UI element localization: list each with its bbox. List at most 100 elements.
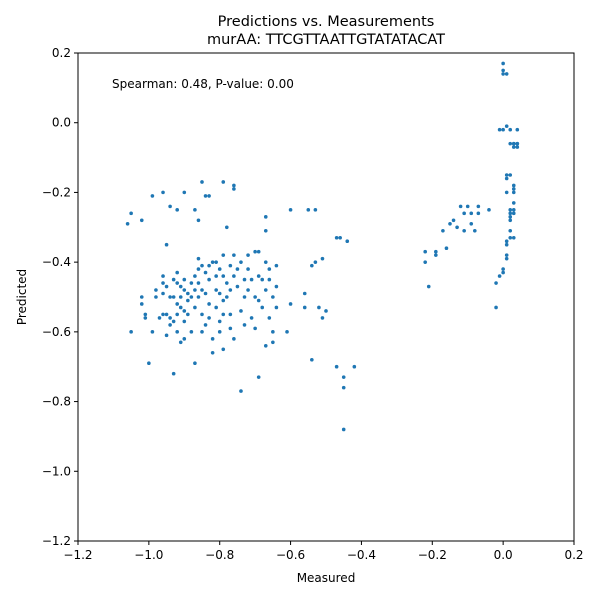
x-tick-label: 0.0 [494, 548, 513, 562]
data-point [302, 305, 307, 310]
data-point [515, 141, 520, 146]
data-point [225, 295, 229, 299]
data-point [171, 295, 176, 299]
data-point [182, 337, 187, 341]
data-point [508, 141, 513, 146]
data-point [193, 305, 197, 310]
data-point [501, 270, 505, 275]
data-point [221, 312, 226, 317]
data-point [448, 222, 452, 226]
data-point [235, 267, 240, 271]
x-tick-label: −0.8 [205, 548, 234, 562]
data-point [164, 333, 169, 338]
data-point [469, 222, 474, 226]
data-point [207, 316, 211, 320]
data-point [175, 208, 179, 212]
data-point [196, 267, 201, 271]
data-point [334, 235, 339, 240]
data-point [228, 312, 233, 317]
data-point [515, 145, 520, 149]
data-point [253, 249, 257, 254]
data-point [235, 284, 240, 289]
data-point [274, 305, 279, 310]
data-point [302, 291, 307, 296]
data-point [455, 225, 459, 230]
data-point [239, 389, 243, 393]
data-point [511, 211, 516, 216]
data-point [196, 256, 201, 261]
y-tick-label: −0.4 [42, 255, 71, 269]
data-point [458, 204, 463, 209]
x-tick-label: −0.4 [347, 548, 376, 562]
data-point [320, 316, 325, 320]
data-point [511, 187, 516, 191]
data-point [508, 211, 513, 216]
data-point [508, 208, 513, 212]
data-point [164, 242, 169, 247]
data-point [246, 253, 250, 257]
data-point [462, 211, 466, 216]
data-point [182, 190, 187, 195]
data-point [263, 344, 268, 348]
data-point [214, 274, 218, 278]
data-point [313, 260, 318, 264]
data-point [196, 295, 201, 299]
data-point [508, 228, 513, 233]
y-axis-label: Predicted [15, 269, 29, 325]
chart-title: Predictions vs. Measurements [218, 14, 435, 30]
data-point [515, 127, 520, 132]
data-point [221, 347, 226, 352]
data-point [504, 176, 509, 181]
data-point [221, 274, 226, 278]
data-point [501, 267, 505, 271]
data-point [139, 302, 144, 306]
data-point [203, 194, 208, 198]
data-point [504, 239, 509, 244]
data-point [494, 281, 498, 285]
data-point [494, 305, 498, 310]
x-tick-label: −1.2 [63, 548, 92, 562]
data-point [228, 263, 233, 268]
data-point [143, 316, 148, 320]
data-point [263, 260, 268, 264]
data-point [182, 319, 187, 324]
data-point [511, 183, 516, 188]
y-tick-label: −0.6 [42, 325, 71, 339]
data-point [511, 208, 516, 212]
data-point [150, 330, 155, 334]
data-point [338, 235, 342, 240]
data-point [221, 298, 226, 303]
data-point [217, 291, 222, 296]
data-point [242, 323, 247, 327]
data-point [504, 124, 509, 128]
data-point [306, 208, 311, 212]
data-point [476, 211, 481, 216]
data-point [508, 173, 513, 177]
data-point [186, 312, 190, 317]
x-tick-label: −1.0 [134, 548, 163, 562]
data-point [511, 201, 516, 205]
data-point [161, 281, 165, 285]
data-point [161, 190, 165, 195]
data-point [210, 337, 215, 341]
data-point [139, 218, 144, 223]
data-point [501, 127, 505, 132]
data-point [465, 204, 470, 209]
data-point [441, 228, 445, 233]
data-point [473, 228, 477, 233]
data-point [171, 319, 176, 324]
data-point [469, 211, 474, 216]
data-point [256, 274, 261, 278]
data-point [444, 246, 449, 250]
data-point [154, 288, 158, 292]
data-point [147, 361, 151, 366]
data-point [161, 291, 165, 296]
data-point [271, 295, 275, 299]
data-point [186, 291, 190, 296]
data-point [125, 222, 130, 226]
data-point [196, 281, 201, 285]
data-point [508, 218, 513, 223]
data-point [225, 225, 229, 230]
